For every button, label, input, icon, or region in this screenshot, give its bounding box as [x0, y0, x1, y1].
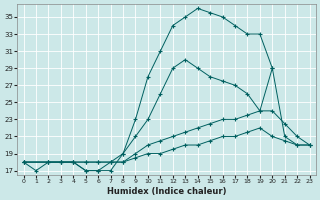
X-axis label: Humidex (Indice chaleur): Humidex (Indice chaleur): [107, 187, 226, 196]
